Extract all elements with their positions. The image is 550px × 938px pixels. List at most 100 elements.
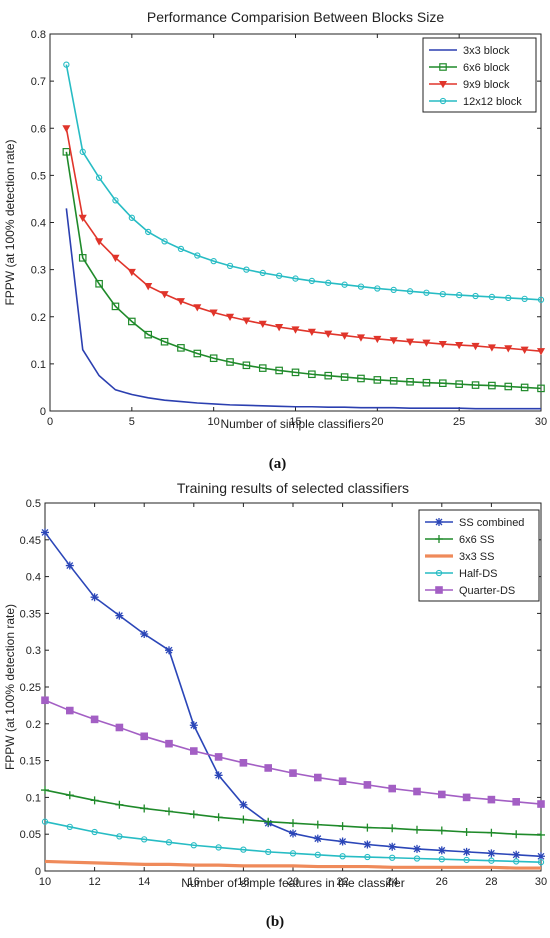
data-point <box>504 345 513 353</box>
data-point <box>144 330 153 339</box>
y-tick-label: 0.8 <box>31 29 46 41</box>
data-point <box>289 769 297 777</box>
data-point <box>338 822 347 831</box>
data-point <box>487 849 496 858</box>
data-point <box>438 856 445 863</box>
data-point <box>214 771 223 780</box>
data-point <box>90 593 99 602</box>
x-tick-label: 15 <box>289 416 301 428</box>
data-point <box>390 286 397 294</box>
x-tick-label: 12 <box>88 876 100 888</box>
data-point <box>111 302 120 311</box>
data-point <box>537 384 545 393</box>
data-point <box>487 344 496 352</box>
data-point <box>363 823 372 832</box>
series-12x12-block <box>63 61 545 303</box>
x-tick-label: 18 <box>237 876 249 888</box>
data-point <box>463 856 470 864</box>
legend-marker <box>435 569 443 577</box>
data-point <box>177 245 185 253</box>
data-point <box>209 354 218 363</box>
legend-marker <box>438 80 448 89</box>
y-tick-label: 0.45 <box>20 535 41 547</box>
data-point <box>389 337 398 345</box>
legend-label: 6x6 SS <box>459 534 494 546</box>
data-point <box>41 696 49 705</box>
data-point <box>341 281 348 288</box>
series-line <box>65 208 541 410</box>
data-point <box>90 796 99 805</box>
legend: SS combined 6x6 SS 3x3 SS Half-DS Quarter-DS <box>418 509 540 602</box>
data-point <box>90 715 99 724</box>
data-point <box>438 790 446 799</box>
data-point <box>308 370 316 379</box>
y-tick-label: 0 <box>40 406 46 418</box>
series-ss-combined <box>41 528 545 861</box>
data-point <box>520 383 529 392</box>
data-point <box>140 732 149 741</box>
data-point <box>239 800 248 809</box>
data-point <box>239 759 248 767</box>
data-point <box>406 288 414 295</box>
data-point <box>140 804 149 813</box>
data-point <box>537 800 545 808</box>
data-point <box>364 853 371 861</box>
data-point <box>363 840 372 849</box>
data-point <box>239 815 248 824</box>
data-point <box>289 850 297 857</box>
y-axis-label: FPPW (at 100% detection rate) <box>3 139 17 305</box>
data-point <box>512 798 521 806</box>
data-point <box>338 837 347 846</box>
data-point <box>242 361 251 370</box>
data-point <box>242 317 251 325</box>
data-point <box>413 825 421 834</box>
data-point <box>487 828 496 837</box>
data-point <box>62 125 71 133</box>
data-point <box>240 846 247 853</box>
data-point <box>214 753 223 761</box>
data-point <box>275 324 284 332</box>
series-3x3-ss <box>44 859 541 870</box>
data-point <box>462 793 471 802</box>
y-axis-label: FPPW (at 100% detection rate) <box>3 604 17 770</box>
x-tick-label: 26 <box>436 876 448 888</box>
data-point <box>307 328 316 337</box>
x-tick-label: 5 <box>129 416 135 428</box>
x-tick-label: 30 <box>535 876 547 888</box>
data-point <box>340 332 349 340</box>
chart-title: Performance Comparision Between Blocks S… <box>147 9 444 25</box>
data-point <box>145 228 152 236</box>
y-tick-label: 0.1 <box>31 359 46 371</box>
data-point <box>505 294 512 302</box>
data-point <box>63 61 70 68</box>
data-point <box>462 847 471 856</box>
legend-label: Quarter-DS <box>459 585 515 597</box>
data-point <box>422 378 431 387</box>
data-point <box>141 836 148 843</box>
data-point <box>91 828 98 836</box>
data-point <box>423 289 430 296</box>
data-point <box>161 238 168 245</box>
y-tick-label: 0.3 <box>31 265 46 277</box>
data-point <box>537 830 545 839</box>
data-point <box>258 320 267 329</box>
data-point <box>127 268 136 277</box>
chart-title: Training results of selected classifiers <box>177 480 409 496</box>
y-tick-label: 0.5 <box>26 498 41 510</box>
data-point <box>313 834 322 843</box>
x-tick-label: 24 <box>386 876 398 888</box>
legend: 3x3 block 6x6 block 9x9 block 12x12 block <box>422 37 537 113</box>
data-point <box>275 272 283 279</box>
data-point <box>112 197 119 204</box>
data-point <box>324 371 333 380</box>
data-point <box>264 764 273 772</box>
y-tick-label: 0.7 <box>31 76 46 88</box>
data-point <box>373 335 382 344</box>
data-point <box>413 787 421 796</box>
data-point <box>65 791 74 800</box>
y-tick-label: 0.35 <box>20 608 41 620</box>
legend-marker <box>435 535 443 543</box>
data-point <box>325 279 332 286</box>
data-point <box>439 290 446 298</box>
data-point <box>79 148 86 155</box>
